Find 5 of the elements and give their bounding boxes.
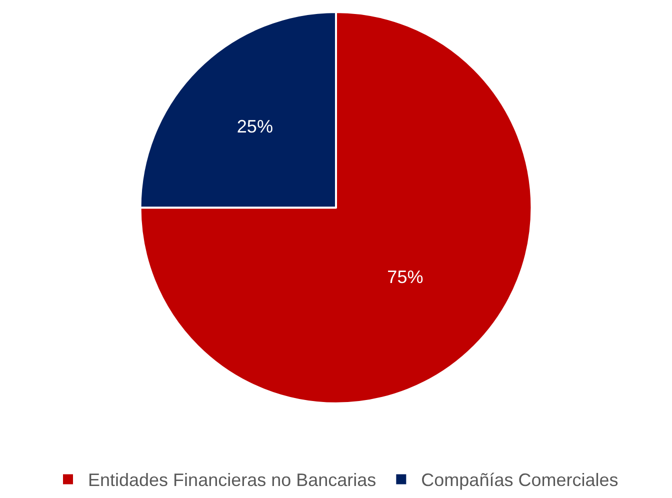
data-label: 25% (236, 116, 273, 137)
data-label: 75% (387, 266, 424, 287)
pie-slice (139, 10, 533, 404)
legend-label: Compañías Comerciales (421, 470, 618, 490)
legend-label: Entidades Financieras no Bancarias (88, 470, 376, 490)
